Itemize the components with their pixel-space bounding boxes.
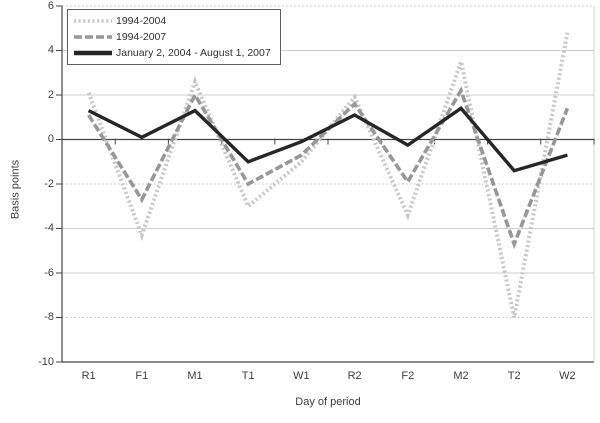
series-line-1994-2004 xyxy=(86,32,570,318)
x-axis-title: Day of period xyxy=(295,396,361,408)
x-tick-label: W2 xyxy=(559,370,576,382)
x-tick-label: R1 xyxy=(81,370,96,382)
x-tick-label: W1 xyxy=(293,370,310,382)
y-tick-label: -2 xyxy=(44,177,54,190)
y-tick-label: 2 xyxy=(47,88,54,101)
x-tick-label: M1 xyxy=(187,370,203,382)
y-tick-label: -6 xyxy=(44,266,54,279)
legend-swatch-dotted-line xyxy=(74,19,112,23)
y-axis-title: Basis points xyxy=(9,159,22,220)
y-tick-label: -8 xyxy=(44,311,54,323)
series-line-january-2-2004-august-1-2007 xyxy=(87,106,568,173)
x-tick-label: T1 xyxy=(241,370,255,382)
y-tick-label: -10 xyxy=(38,355,54,368)
y-tick-label: 4 xyxy=(47,44,54,56)
legend: 1994-2004 1994-2007 January 2, 2004 - Au… xyxy=(67,9,281,65)
legend-item-jan2004-aug2007: January 2, 2004 - August 1, 2007 xyxy=(73,45,271,61)
x-tick-label: T2 xyxy=(507,370,521,382)
legend-swatch-solid-line xyxy=(74,50,112,56)
y-tick-label: 6 xyxy=(47,0,54,12)
x-tick-label: F2 xyxy=(401,370,415,382)
legend-swatch-dashed-line xyxy=(74,35,112,39)
y-tick-label: 0 xyxy=(47,133,54,145)
x-tick-label: F1 xyxy=(135,370,149,382)
x-tick-label: M2 xyxy=(453,370,469,382)
y-tick-label: -4 xyxy=(44,222,54,234)
legend-label: 1994-2007 xyxy=(116,31,167,43)
x-tick-label: R2 xyxy=(347,370,362,382)
legend-label: January 2, 2004 - August 1, 2007 xyxy=(116,47,271,59)
legend-label: 1994-2004 xyxy=(116,15,167,27)
legend-item-1994-2007: 1994-2007 xyxy=(73,29,271,45)
legend-item-1994-2004: 1994-2004 xyxy=(73,13,271,29)
